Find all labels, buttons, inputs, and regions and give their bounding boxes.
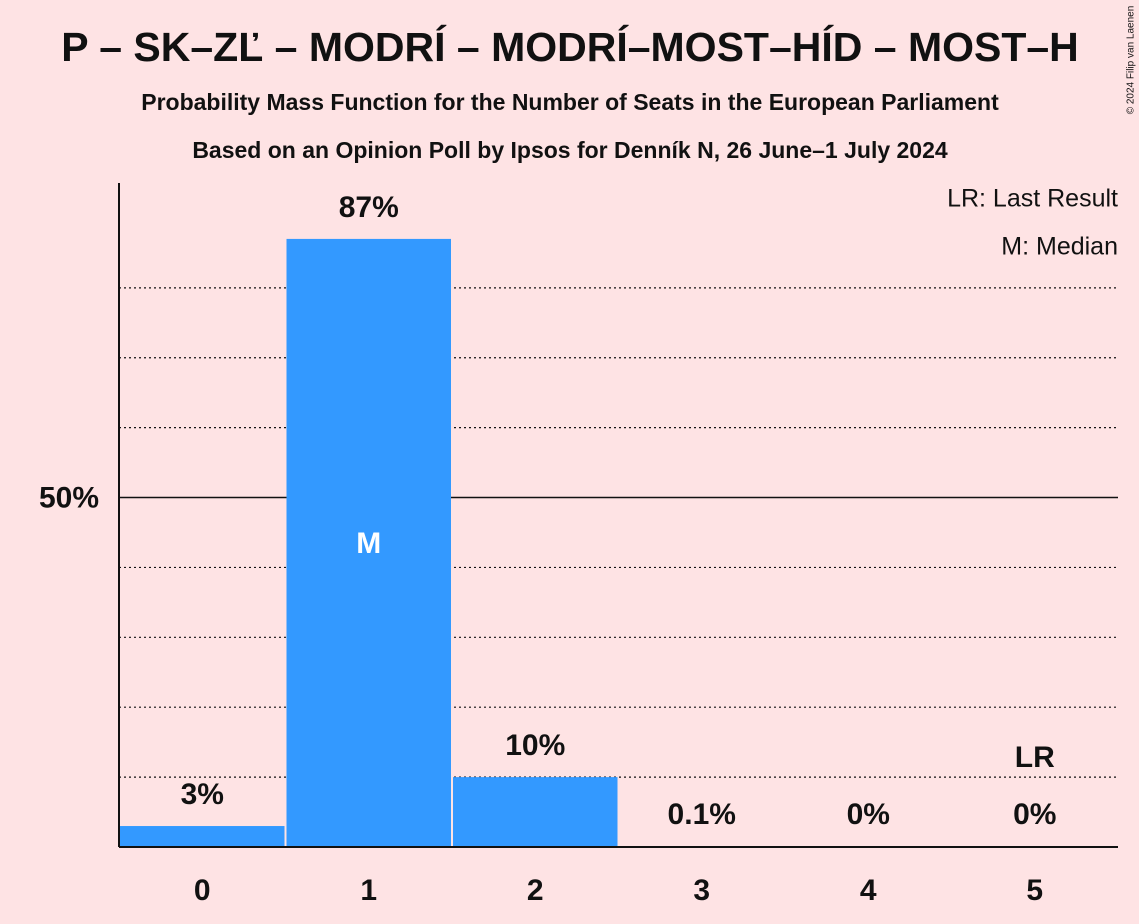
data-label: 0%	[1013, 798, 1056, 831]
x-tick-label: 5	[1026, 874, 1043, 907]
data-label: 87%	[339, 191, 399, 224]
x-tick-label: 4	[860, 874, 877, 907]
chart-title: P – SK–ZĽ – MODRÍ – MODRÍ–MOST–HÍD – MOS…	[61, 24, 1079, 70]
median-marker: M	[356, 527, 381, 560]
legend-entry: M: Median	[1001, 233, 1118, 261]
data-label: 0.1%	[668, 798, 736, 831]
last-result-marker: LR	[1015, 741, 1055, 774]
bar	[453, 777, 618, 847]
copyright: © 2024 Filip van Laenen	[1126, 6, 1137, 115]
x-tick-label: 1	[360, 874, 377, 907]
data-label: 0%	[847, 798, 890, 831]
bar	[120, 826, 285, 847]
chart-subtitle: Based on an Opinion Poll by Ipsos for De…	[192, 137, 948, 163]
data-label: 10%	[505, 729, 565, 762]
data-label: 3%	[181, 778, 224, 811]
bar	[286, 238, 451, 848]
chart-subtitle: Probability Mass Function for the Number…	[141, 89, 999, 115]
legend-entry: LR: Last Result	[947, 185, 1118, 213]
x-tick-label: 2	[527, 874, 544, 907]
y-tick-label: 50%	[39, 481, 99, 514]
x-tick-label: 0	[194, 874, 211, 907]
x-tick-label: 3	[693, 874, 710, 907]
